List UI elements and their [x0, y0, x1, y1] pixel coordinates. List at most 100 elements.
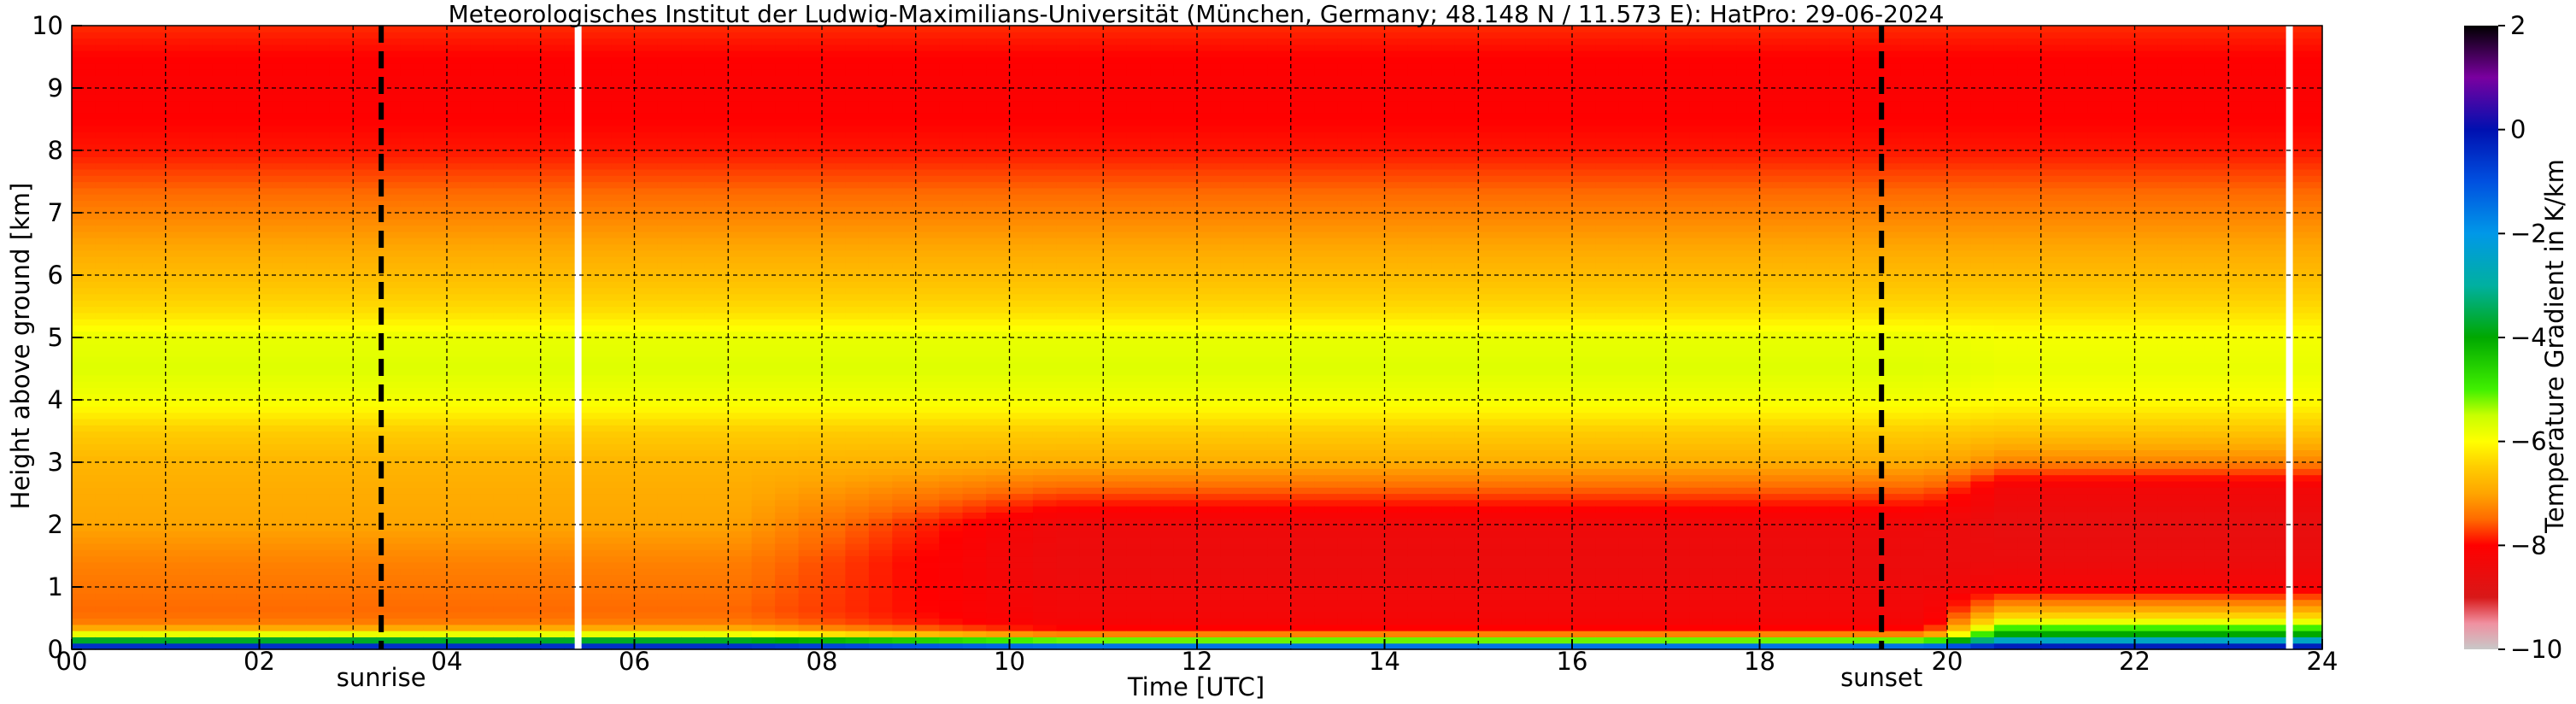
heatmap-cell [657, 612, 682, 619]
heatmap-cell [939, 249, 964, 257]
heatmap-cell [517, 349, 542, 357]
heatmap-cell [236, 181, 261, 189]
heatmap-cell [142, 587, 167, 594]
heatmap-cell [822, 156, 846, 164]
heatmap-cell [822, 412, 846, 419]
heatmap-cell [447, 62, 471, 70]
heatmap-cell [259, 406, 284, 414]
heatmap-cell [634, 537, 659, 544]
heatmap-cell [892, 26, 917, 32]
heatmap-cell [728, 624, 753, 631]
heatmap-cell [1173, 587, 1198, 594]
heatmap-cell [939, 300, 964, 308]
heatmap-cell [376, 213, 401, 220]
heatmap-cell [400, 355, 425, 363]
heatmap-cell [845, 355, 870, 363]
heatmap-cell [376, 406, 401, 414]
heatmap-cell [892, 531, 917, 538]
heatmap-cell [681, 455, 706, 463]
heatmap-cell [72, 368, 96, 376]
heatmap-cell [798, 605, 823, 613]
heatmap-cell [1079, 587, 1104, 594]
heatmap-cell [587, 249, 612, 257]
heatmap-cell [1173, 181, 1198, 189]
heatmap-cell [634, 312, 659, 320]
heatmap-cell [1197, 38, 1221, 45]
heatmap-cell [822, 88, 846, 95]
heatmap-cell [282, 537, 307, 544]
heatmap-cell [353, 106, 378, 114]
heatmap-cell [681, 200, 706, 208]
heatmap-cell [892, 337, 917, 344]
heatmap-cell [892, 194, 917, 201]
heatmap-cell [493, 506, 518, 513]
heatmap-cell [189, 56, 214, 64]
heatmap-cell [704, 561, 729, 569]
heatmap-cell [798, 487, 823, 495]
heatmap-cell [1009, 231, 1034, 238]
heatmap-cell [282, 181, 307, 189]
heatmap-cell [493, 343, 518, 351]
heatmap-cell [634, 555, 659, 563]
heatmap-cell [400, 231, 425, 238]
heatmap-cell [118, 306, 143, 314]
heatmap-cell [329, 69, 354, 76]
heatmap-cell [986, 238, 1011, 245]
heatmap-cell [751, 374, 776, 382]
heatmap-cell [939, 132, 964, 138]
heatmap-cell [212, 499, 237, 507]
heatmap-cell [353, 393, 378, 401]
heatmap-cell [447, 144, 471, 151]
heatmap-cell [306, 26, 331, 32]
heatmap-cell [165, 175, 190, 183]
heatmap-cell [142, 400, 167, 407]
heatmap-cell [282, 425, 307, 432]
heatmap-cell [376, 587, 401, 594]
heatmap-cell [657, 88, 682, 95]
heatmap-cell [939, 194, 964, 201]
heatmap-cell [447, 44, 471, 51]
heatmap-cell [282, 231, 307, 238]
heatmap-cell [259, 555, 284, 563]
heatmap-cell [470, 138, 495, 145]
heatmap-cell [72, 268, 96, 276]
heatmap-cell [728, 319, 753, 326]
heatmap-cell [329, 268, 354, 276]
heatmap-cell [704, 62, 729, 70]
heatmap-cell [1150, 38, 1175, 45]
heatmap-cell [236, 144, 261, 151]
heatmap-cell [376, 343, 401, 351]
heatmap-cell [915, 100, 940, 108]
heatmap-cell [329, 150, 354, 157]
heatmap-cell [493, 200, 518, 208]
heatmap-cell [376, 249, 401, 257]
heatmap-cell [400, 561, 425, 569]
heatmap-cell [493, 293, 518, 301]
heatmap-cell [892, 587, 917, 594]
heatmap-cell [353, 618, 378, 625]
heatmap-cell [704, 474, 729, 482]
heatmap-cell [306, 400, 331, 407]
heatmap-cell [962, 325, 987, 332]
heatmap-cell [212, 362, 237, 370]
heatmap-cell [400, 406, 425, 414]
heatmap-cell [212, 624, 237, 631]
heatmap-cell [728, 355, 753, 363]
heatmap-cell [1220, 449, 1245, 457]
heatmap-cell [1056, 462, 1081, 469]
heatmap-cell [423, 512, 448, 519]
heatmap-cell [1009, 156, 1034, 164]
heatmap-cell [95, 368, 120, 376]
heatmap-cell [1173, 349, 1198, 357]
heatmap-cell [236, 81, 261, 89]
heatmap-cell [822, 300, 846, 308]
heatmap-cell [1197, 50, 1221, 58]
heatmap-cell [1032, 293, 1057, 301]
heatmap-cell [1173, 162, 1198, 170]
heatmap-cell [1032, 94, 1057, 102]
heatmap-cell [845, 132, 870, 138]
heatmap-cell [845, 480, 870, 488]
heatmap-cell [798, 518, 823, 525]
heatmap-cell [845, 312, 870, 320]
heatmap-cell [447, 38, 471, 45]
